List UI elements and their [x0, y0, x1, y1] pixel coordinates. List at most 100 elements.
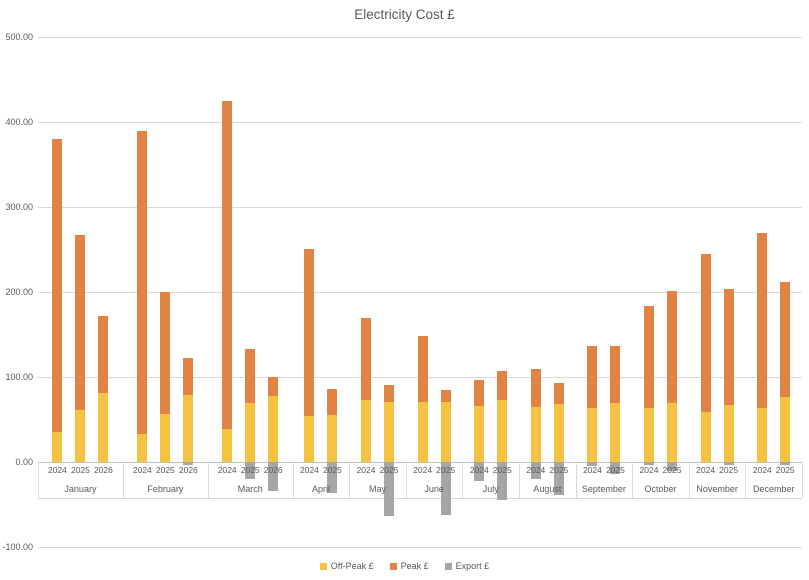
category-separator [292, 462, 294, 498]
export-bar-segment [723, 462, 734, 465]
category-axis-bottom-border [38, 498, 802, 499]
legend-label: Off-Peak £ [330, 561, 374, 571]
offpeak-bar-segment [268, 395, 279, 462]
peak-bar-segment [98, 315, 109, 394]
category-separator [575, 462, 577, 498]
offpeak-bar-segment [757, 408, 768, 462]
grid-line [38, 122, 802, 123]
category-separator [405, 462, 407, 498]
month-label: March [237, 484, 263, 494]
export-bar-segment [327, 462, 338, 493]
chart-title: Electricity Cost £ [354, 7, 455, 22]
export-bar-segment [553, 462, 564, 496]
peak-bar-segment [361, 317, 372, 400]
offpeak-bar-segment [780, 397, 791, 462]
peak-bar-segment [327, 388, 338, 416]
peak-bar-segment [644, 306, 655, 408]
offpeak-bar-segment [530, 406, 541, 462]
export-bar-segment [268, 462, 279, 491]
offpeak-bar-segment [304, 416, 315, 462]
month-label: September [581, 484, 626, 494]
y-axis-tick-label: 100.00 [5, 372, 33, 382]
peak-bar-segment [780, 281, 791, 398]
y-axis-tick-label: 200.00 [5, 287, 33, 297]
peak-bar-segment [440, 389, 451, 402]
legend-swatch-icon [319, 562, 327, 570]
month-label: February [147, 484, 184, 494]
month-label: January [64, 484, 97, 494]
export-bar-segment [780, 462, 791, 465]
legend-swatch-icon [389, 562, 397, 570]
year-label: 2025 [549, 465, 569, 475]
peak-bar-segment [304, 248, 315, 417]
grid-line [38, 547, 802, 548]
year-label: 2024 [582, 465, 602, 475]
year-label: 2024 [217, 465, 237, 475]
offpeak-bar-segment [98, 393, 109, 462]
export-bar-segment [644, 462, 655, 465]
peak-bar-segment [497, 371, 508, 400]
category-separator [632, 462, 634, 498]
peak-bar-segment [610, 346, 621, 404]
month-label: October [644, 484, 677, 494]
offpeak-bar-segment [474, 405, 485, 462]
month-label: May [369, 484, 387, 494]
y-axis-tick-label: 0.00 [15, 457, 33, 467]
offpeak-bar-segment [160, 414, 171, 462]
year-label: 2025 [662, 465, 682, 475]
offpeak-bar-segment [327, 415, 338, 462]
year-label: 2025 [492, 465, 512, 475]
peak-bar-segment [587, 345, 598, 409]
category-separator [207, 462, 209, 498]
offpeak-bar-segment [700, 411, 711, 462]
year-label: 2026 [93, 465, 113, 475]
category-separator [802, 462, 803, 498]
year-label: 2025 [719, 465, 739, 475]
year-label: 2024 [132, 465, 152, 475]
month-label: April [311, 484, 330, 494]
peak-bar-segment [530, 369, 541, 407]
peak-bar-segment [222, 100, 233, 429]
y-axis-tick-label: 300.00 [5, 202, 33, 212]
export-bar-segment [474, 462, 485, 481]
year-label: 2025 [379, 465, 399, 475]
legend-label: Export £ [455, 561, 490, 571]
export-bar-segment [440, 462, 451, 515]
offpeak-bar-segment [667, 403, 678, 462]
offpeak-bar-segment [52, 432, 63, 462]
peak-bar-segment [723, 288, 734, 406]
grid-line [38, 37, 802, 38]
peak-bar-segment [553, 382, 564, 405]
peak-bar-segment [384, 384, 395, 402]
offpeak-bar-segment [610, 403, 621, 462]
offpeak-bar-segment [497, 399, 508, 462]
y-axis-tick-label: 400.00 [5, 117, 33, 127]
grid-line [38, 292, 802, 293]
peak-bar-segment [417, 336, 428, 402]
year-label: 2024 [696, 465, 716, 475]
year-label: 2024 [47, 465, 67, 475]
category-separator [745, 462, 747, 498]
month-label: July [482, 484, 499, 494]
legend-item: Export £ [444, 561, 490, 571]
year-label: 2024 [526, 465, 546, 475]
year-label: 2024 [299, 465, 319, 475]
offpeak-bar-segment [417, 401, 428, 462]
offpeak-bar-segment [587, 408, 598, 462]
category-separator [349, 462, 351, 498]
peak-bar-segment [52, 139, 63, 433]
peak-bar-segment [700, 253, 711, 412]
y-axis-tick-label: 500.00 [5, 32, 33, 42]
offpeak-bar-segment [553, 404, 564, 462]
peak-bar-segment [268, 377, 279, 396]
offpeak-bar-segment [245, 403, 256, 462]
export-bar-segment [530, 462, 541, 479]
export-bar-segment [497, 462, 508, 501]
peak-bar-segment [757, 233, 768, 409]
peak-bar-segment [160, 292, 171, 415]
month-label: December [752, 484, 795, 494]
export-bar-segment [587, 462, 598, 467]
offpeak-bar-segment [384, 401, 395, 462]
